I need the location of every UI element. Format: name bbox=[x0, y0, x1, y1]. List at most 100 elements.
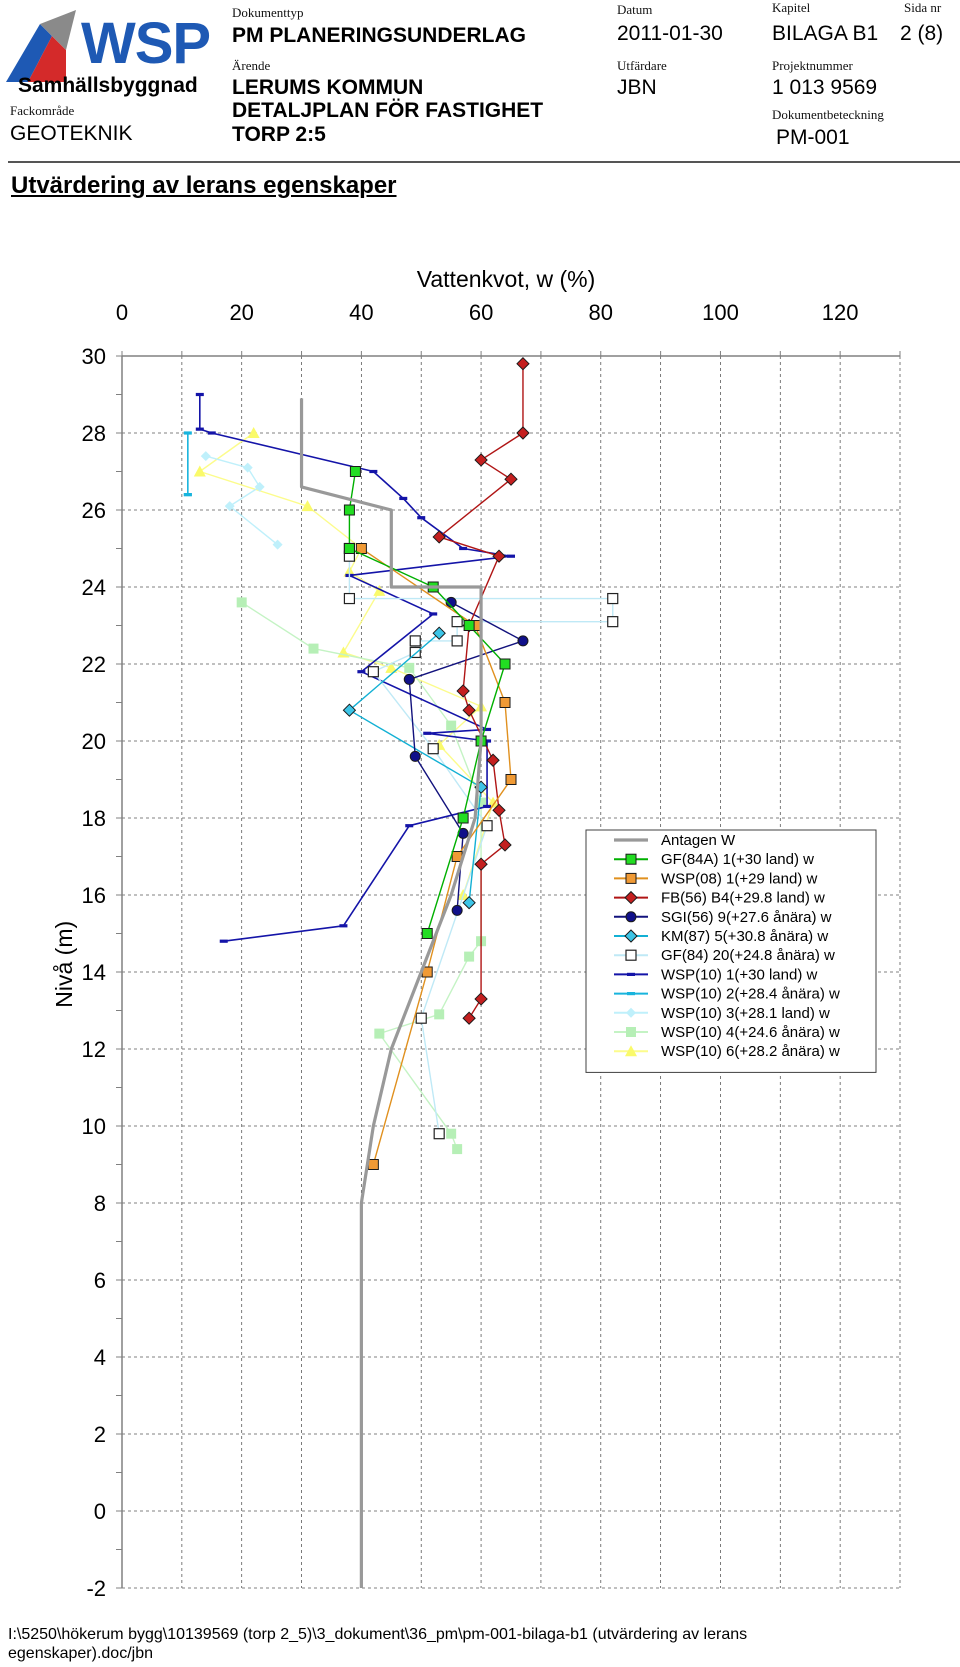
data-point bbox=[483, 727, 492, 732]
data-point bbox=[446, 720, 457, 731]
series-9 bbox=[183, 431, 192, 497]
data-point bbox=[607, 616, 619, 628]
dokumentbeteckning-label: Dokumentbeteckning bbox=[772, 107, 884, 122]
arende-line-1: LERUMS KOMMUN bbox=[232, 76, 424, 99]
legend-item: FB(56) B4(+29.8 land) w bbox=[614, 890, 825, 907]
legend-label: WSP(10) 6(+28.2 ånära) w bbox=[661, 1043, 840, 1060]
data-point bbox=[452, 1144, 463, 1155]
legend-label: WSP(10) 1(+30 land) w bbox=[661, 966, 817, 983]
x-tick-label: 120 bbox=[822, 300, 859, 325]
data-point bbox=[403, 673, 415, 685]
data-point bbox=[451, 904, 463, 916]
legend-swatch-marker bbox=[624, 929, 638, 943]
y-tick-label: 18 bbox=[82, 806, 106, 831]
data-point bbox=[434, 1009, 445, 1020]
data-point bbox=[247, 427, 260, 438]
data-point bbox=[200, 451, 211, 462]
legend-item: Antagen W bbox=[614, 832, 736, 849]
data-point bbox=[463, 620, 475, 631]
series-8 bbox=[195, 392, 515, 943]
data-point bbox=[405, 824, 414, 828]
x-tick-label: 0 bbox=[116, 300, 128, 325]
data-point bbox=[429, 612, 438, 616]
data-point bbox=[183, 431, 192, 435]
data-point bbox=[357, 670, 366, 674]
arende-line-2: DETALJPLAN FÖR FASTIGHET bbox=[232, 99, 544, 122]
datum-value: 2011-01-30 bbox=[617, 22, 723, 45]
data-point bbox=[451, 616, 463, 628]
legend-swatch-marker bbox=[625, 949, 637, 961]
data-point bbox=[342, 703, 357, 717]
legend-item: WSP(10) 3(+28.1 land) w bbox=[614, 1005, 830, 1022]
data-point bbox=[481, 820, 493, 832]
data-point bbox=[343, 592, 356, 605]
data-point bbox=[254, 481, 265, 492]
legend-item: WSP(10) 6(+28.2 ånära) w bbox=[614, 1043, 840, 1060]
legend-label: WSP(10) 4(+24.6 ånära) w bbox=[661, 1024, 840, 1041]
data-point bbox=[404, 662, 415, 673]
data-point bbox=[417, 516, 426, 520]
data-point bbox=[462, 1011, 476, 1025]
data-point bbox=[423, 731, 432, 735]
data-point bbox=[492, 803, 506, 818]
legend-swatch-marker bbox=[625, 853, 637, 865]
y-tick-label: 20 bbox=[82, 729, 106, 754]
kapitel-label: Kapitel bbox=[772, 0, 811, 15]
legend-swatch-marker bbox=[625, 911, 637, 923]
legend-item: WSP(10) 2(+28.4 ånära) w bbox=[614, 986, 840, 1003]
logo-wordmark: WSP bbox=[81, 11, 211, 76]
data-point bbox=[476, 797, 487, 808]
data-point bbox=[474, 992, 488, 1006]
data-point bbox=[367, 666, 379, 678]
data-point bbox=[399, 496, 408, 501]
data-point bbox=[373, 584, 386, 596]
series-line bbox=[199, 432, 494, 896]
data-point bbox=[492, 549, 506, 563]
legend-item: GF(84A) 1(+30 land) w bbox=[614, 851, 814, 868]
data-point bbox=[183, 493, 192, 497]
y-tick-label: 30 bbox=[82, 344, 106, 369]
page-heading: Utvärdering av lerans egenskaper bbox=[11, 172, 397, 199]
sida-label: Sida nr bbox=[904, 0, 942, 15]
data-point bbox=[385, 661, 398, 673]
series-line bbox=[199, 394, 512, 942]
dokumentbeteckning-value: PM-001 bbox=[776, 126, 850, 149]
legend-label: SGI(56) 9(+27.6 ånära) w bbox=[661, 909, 832, 926]
y-tick-label: 12 bbox=[82, 1037, 106, 1062]
file-path-footer: I:\5250\hökerum bygg\10139569 (torp 2_5)… bbox=[8, 1625, 908, 1663]
legend-item: KM(87) 5(+30.8 ånära) w bbox=[614, 928, 828, 945]
data-point bbox=[433, 1128, 445, 1140]
document-header: WSP Samhällsbyggnad Fackområde GEOTEKNIK… bbox=[0, 0, 960, 165]
data-point bbox=[409, 646, 421, 659]
wsp-logo: WSP bbox=[6, 10, 221, 85]
datum-label: Datum bbox=[617, 2, 653, 17]
data-point bbox=[474, 857, 488, 871]
data-point bbox=[483, 804, 492, 809]
arende-label: Ärende bbox=[232, 58, 271, 73]
file-path-line-1: I:\5250\hökerum bygg\10139569 (torp 2_5)… bbox=[8, 1626, 748, 1643]
data-point bbox=[343, 504, 355, 516]
legend-item: WSP(10) 4(+24.6 ånära) w bbox=[614, 1024, 840, 1041]
data-point bbox=[507, 554, 515, 558]
legend-label: FB(56) B4(+29.8 land) w bbox=[661, 890, 825, 907]
dokumenttyp-value: PM PLANERINGSUNDERLAG bbox=[232, 24, 527, 47]
data-point bbox=[516, 426, 530, 440]
y-tick-label: 2 bbox=[94, 1422, 106, 1447]
legend-item: GF(84) 20(+24.8 ånära) w bbox=[614, 947, 835, 964]
data-point bbox=[464, 951, 475, 962]
legend-label: GF(84A) 1(+30 land) w bbox=[661, 851, 814, 868]
projektnummer-value: 1 013 9569 bbox=[772, 76, 878, 99]
data-point bbox=[193, 465, 206, 477]
y-tick-label: 24 bbox=[82, 575, 106, 600]
y-tick-label: 22 bbox=[82, 652, 106, 677]
x-tick-label: 60 bbox=[469, 300, 493, 325]
projektnummer-label: Projektnummer bbox=[772, 58, 853, 73]
data-point bbox=[224, 501, 235, 512]
legend: Antagen W GF(84A) 1(+30 land) w WSP(08) 1(… bbox=[585, 829, 877, 1073]
data-point bbox=[421, 928, 433, 939]
file-path-line-2: egenskaper).doc/jbn bbox=[8, 1645, 153, 1662]
data-point bbox=[456, 684, 470, 698]
data-point bbox=[474, 453, 488, 467]
y-tick-label: 6 bbox=[94, 1268, 106, 1293]
legend-item: WSP(10) 1(+30 land) w bbox=[614, 966, 817, 983]
